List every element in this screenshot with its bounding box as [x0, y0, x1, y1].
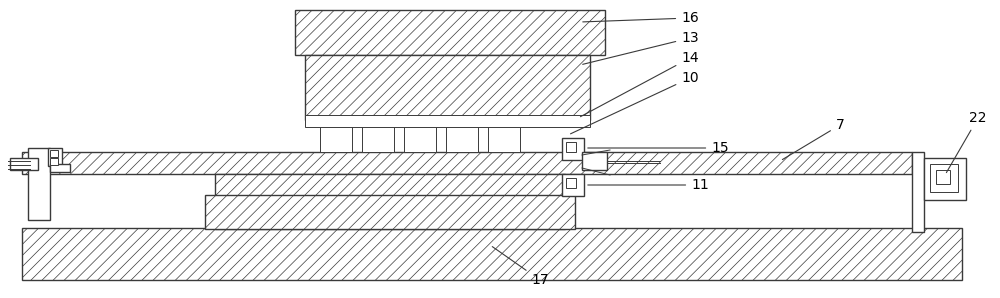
Bar [562, 174, 584, 196]
Bar [930, 164, 958, 192]
Bar [362, 120, 394, 152]
Bar [305, 115, 590, 127]
Text: 14: 14 [580, 51, 699, 117]
Text: 11: 11 [588, 178, 709, 192]
Text: 13: 13 [583, 31, 699, 64]
Bar [446, 120, 478, 152]
Bar [912, 152, 924, 232]
Bar [48, 148, 62, 166]
Bar [404, 120, 436, 152]
Bar [50, 158, 58, 165]
Bar [320, 120, 352, 152]
Bar [22, 228, 962, 280]
Bar [10, 158, 38, 170]
Bar [22, 152, 912, 174]
Bar [582, 152, 607, 170]
Text: 17: 17 [492, 246, 549, 287]
Bar [924, 158, 966, 200]
Text: 16: 16 [583, 11, 699, 25]
Bar [215, 174, 565, 229]
Text: 10: 10 [571, 71, 699, 134]
Text: 7: 7 [782, 118, 844, 159]
Bar [50, 150, 58, 157]
Bar [936, 170, 950, 184]
Bar [205, 195, 575, 229]
Text: 22: 22 [946, 111, 987, 173]
Bar [488, 120, 520, 152]
Bar [566, 178, 576, 188]
Text: 15: 15 [588, 141, 729, 155]
Bar [50, 164, 70, 172]
Bar [28, 148, 50, 220]
Bar [295, 10, 605, 55]
Bar [562, 138, 584, 160]
Bar [566, 142, 576, 152]
Bar [305, 55, 590, 120]
